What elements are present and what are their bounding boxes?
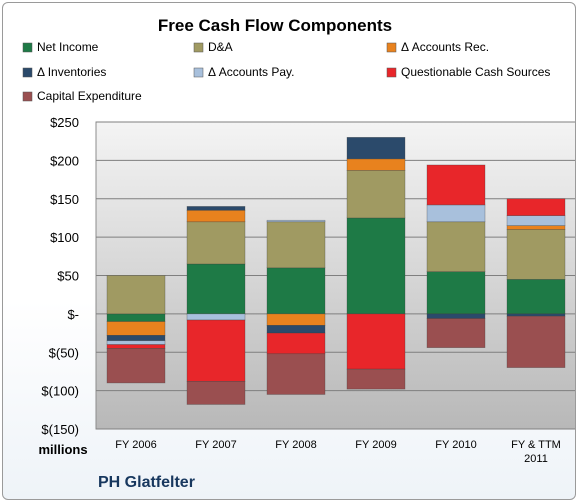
bar-segment	[426, 318, 486, 348]
y-tick-label: $(150)	[41, 422, 79, 437]
bar-segment	[426, 271, 486, 315]
legend-entry: Capital Expenditure	[37, 89, 142, 103]
x-axis: FY 2006 FY 2007 FY 2008 FY 2009 FY 2010 FY & …	[115, 439, 561, 465]
legend-swatch	[22, 42, 33, 53]
bar-segment	[506, 315, 566, 368]
bar-segment	[266, 313, 326, 326]
chart-title: Free Cash Flow Components	[158, 16, 392, 35]
legend-swatch	[22, 91, 33, 102]
y-tick-label: $150	[50, 192, 79, 207]
legend: Net Income D&A Δ Accounts Rec. Δ Inventorie…	[22, 40, 550, 103]
y-tick-label: $50	[57, 269, 79, 284]
bar-segment	[266, 353, 326, 395]
bar-segment	[426, 204, 486, 223]
bar-segment	[266, 219, 326, 223]
legend-entry: Δ Accounts Rec.	[401, 40, 489, 54]
y-tick-label: $(50)	[49, 345, 79, 360]
legend-swatch	[386, 67, 397, 78]
y-tick-label: $200	[50, 153, 79, 168]
bar-segment	[426, 164, 486, 206]
legend-swatch	[193, 67, 204, 78]
y-axis: $250 $200 $150 $100 $50 $- $(50) $(100) $(150)	[41, 115, 79, 437]
legend-entry: Questionable Cash Sources	[401, 65, 550, 79]
bar-segment	[106, 344, 166, 349]
bar-segment	[266, 332, 326, 355]
bar-segment	[426, 221, 486, 272]
bar-segment	[506, 225, 566, 230]
chart-canvas: Free Cash Flow Components Net Income D&A Δ…	[22, 16, 575, 491]
legend-swatch	[386, 42, 397, 53]
bar-segment	[106, 335, 166, 342]
bar-segment	[106, 340, 166, 345]
y-tick-label: $(100)	[41, 384, 79, 399]
bar-segment	[266, 267, 326, 315]
y-tick-label: $-	[67, 307, 79, 322]
bar-segment	[506, 198, 566, 216]
legend-swatch	[193, 42, 204, 53]
bar-segment	[186, 313, 246, 321]
x-tick-label: FY 2009	[355, 439, 396, 451]
x-tick-label: FY 2010	[435, 439, 476, 451]
units-label: millions	[38, 442, 87, 457]
bars	[106, 137, 566, 405]
bar-segment	[506, 215, 566, 226]
bar-segment	[346, 170, 406, 219]
legend-entry: Δ Accounts Pay.	[208, 65, 295, 79]
bar-segment	[346, 368, 406, 390]
x-tick-label: FY 2008	[275, 439, 316, 451]
bar-segment	[186, 221, 246, 265]
bar-segment	[346, 158, 406, 171]
bar-segment	[506, 313, 566, 317]
gridlines	[96, 121, 575, 430]
legend-entry: D&A	[208, 40, 233, 54]
bar-segment	[106, 275, 166, 315]
bar-segment	[426, 313, 486, 319]
bar-segment	[186, 209, 246, 223]
legend-entry: Net Income	[37, 40, 99, 54]
bar-segment	[186, 263, 246, 315]
bar-segment	[106, 313, 166, 322]
bar-segment	[266, 325, 326, 334]
bar-segment	[346, 137, 406, 160]
legend-swatch	[22, 67, 33, 78]
bar-segment	[186, 381, 246, 405]
x-tick-label: FY 2007	[195, 439, 236, 451]
bar-segment	[186, 319, 246, 382]
bar-segment	[106, 348, 166, 384]
x-tick-label: FY & TTM 2011	[511, 439, 561, 465]
y-tick-label: $100	[50, 230, 79, 245]
bar-segment	[506, 229, 566, 280]
x-tick-label: FY 2006	[115, 439, 156, 451]
bar-segment	[186, 206, 246, 211]
bar-segment	[346, 217, 406, 315]
bar-segment	[106, 321, 166, 336]
company-name: PH Glatfelter	[98, 474, 195, 491]
bar-segment	[266, 221, 326, 269]
legend-entry: Δ Inventories	[37, 65, 106, 79]
bar-segment	[506, 279, 566, 315]
y-tick-label: $250	[50, 115, 79, 130]
bar-segment	[346, 313, 406, 370]
